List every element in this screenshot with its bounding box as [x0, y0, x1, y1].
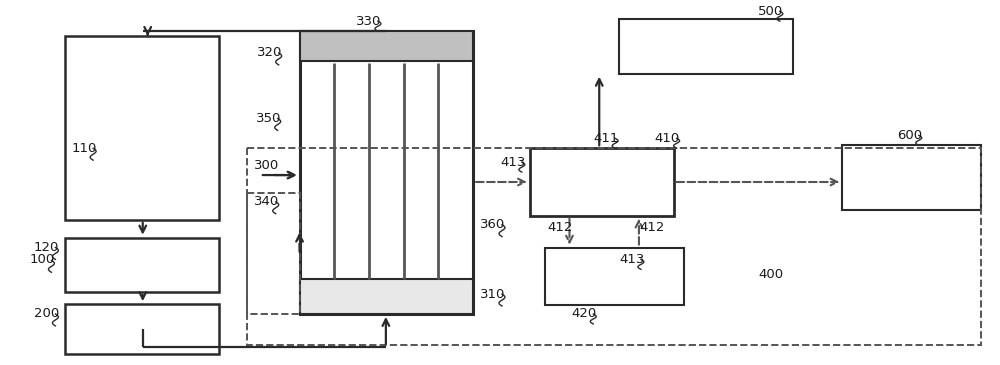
Bar [300, 279, 473, 314]
Text: 600: 600 [897, 129, 922, 142]
Text: 413: 413 [619, 253, 644, 266]
Text: 400: 400 [758, 268, 783, 281]
Text: 100: 100 [30, 253, 55, 266]
Bar [65, 36, 219, 220]
Text: 110: 110 [71, 142, 97, 155]
Text: 330: 330 [356, 15, 381, 28]
Bar [619, 19, 793, 74]
Text: 410: 410 [655, 132, 680, 145]
Text: 412: 412 [548, 221, 573, 234]
Bar [842, 145, 981, 210]
Text: 300: 300 [254, 159, 279, 172]
Text: 413: 413 [500, 155, 525, 169]
Bar [545, 247, 684, 305]
Text: 412: 412 [639, 221, 664, 234]
Text: 340: 340 [254, 195, 279, 208]
Bar [65, 238, 219, 292]
Text: 411: 411 [593, 132, 619, 145]
Text: 420: 420 [571, 307, 597, 320]
Bar [300, 31, 473, 314]
Text: 310: 310 [480, 288, 506, 301]
Bar [300, 31, 473, 61]
Text: 320: 320 [257, 46, 282, 59]
Text: 360: 360 [480, 218, 505, 231]
Bar [247, 193, 300, 314]
Bar [530, 148, 674, 216]
Text: 120: 120 [34, 241, 59, 254]
Text: 350: 350 [256, 112, 281, 125]
Text: 200: 200 [34, 307, 59, 320]
Bar [65, 304, 219, 354]
Bar [247, 148, 981, 345]
Text: 500: 500 [758, 5, 783, 18]
